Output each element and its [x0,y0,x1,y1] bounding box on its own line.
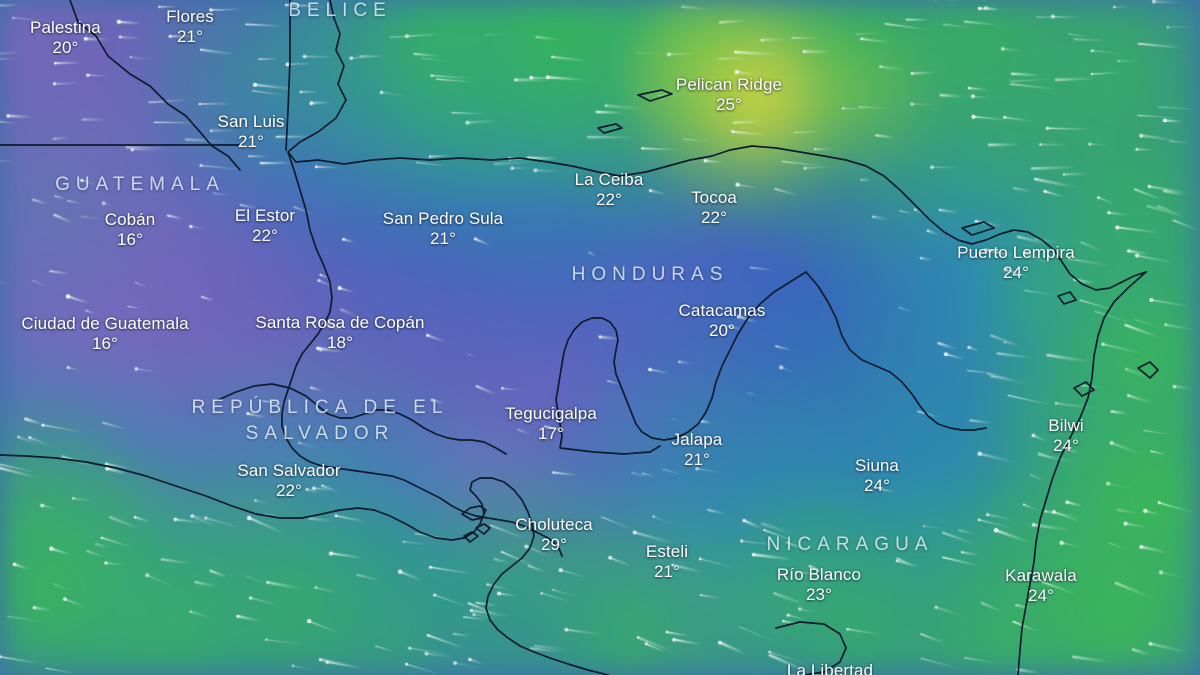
wind-particle-layer [0,0,1200,675]
weather-map[interactable]: BELICE GUATEMALA HONDURAS REPÚBLICA DE EL SA… [0,0,1200,675]
